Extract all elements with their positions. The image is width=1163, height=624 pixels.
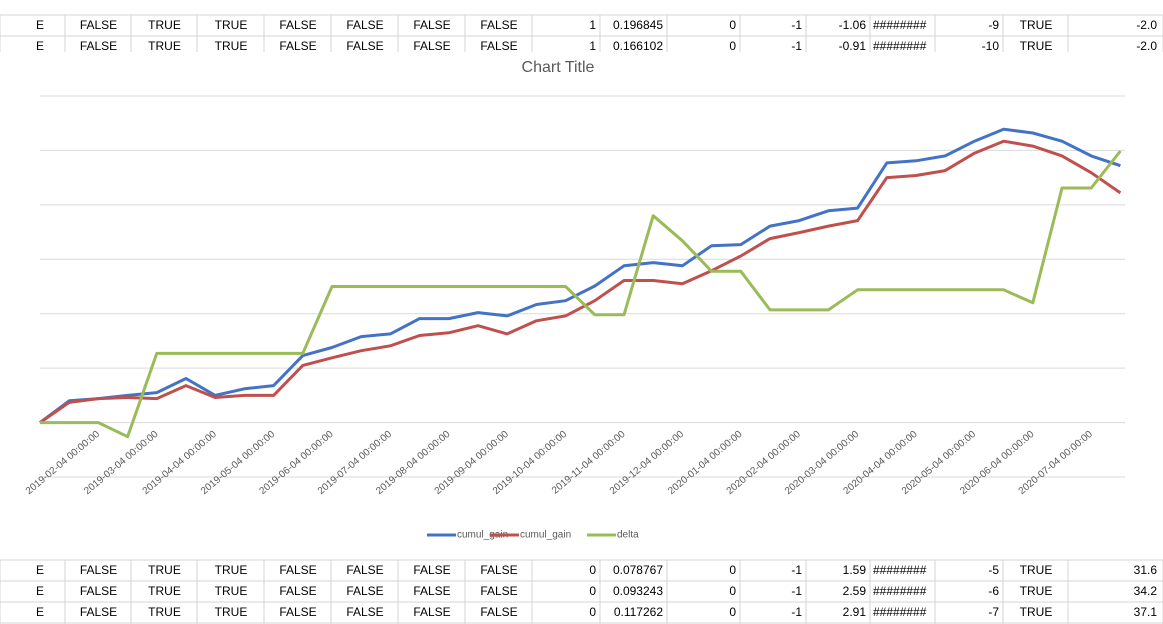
cell: FALSE (279, 18, 316, 32)
cell: -1 (791, 563, 802, 577)
cell: TRUE (215, 563, 248, 577)
cell: FALSE (413, 18, 450, 32)
cell: ######## (873, 18, 927, 32)
cell: -2.0 (1136, 18, 1157, 32)
cell: E (36, 39, 44, 53)
legend-label: delta (617, 530, 639, 541)
cell: FALSE (346, 39, 383, 53)
cell: TRUE (215, 18, 248, 32)
cell: FALSE (279, 584, 316, 598)
cell: FALSE (413, 605, 450, 619)
cell: -1 (791, 605, 802, 619)
cell: -1 (791, 18, 802, 32)
chart-title: Chart Title (522, 59, 595, 76)
cell: 37.1 (1134, 605, 1158, 619)
cell: 0 (589, 584, 596, 598)
cell: TRUE (148, 18, 181, 32)
cell: 1 (589, 39, 596, 53)
cell: -6 (988, 584, 999, 598)
cell: E (36, 584, 44, 598)
cell: TRUE (1020, 584, 1053, 598)
cell: TRUE (215, 605, 248, 619)
cell: ######## (873, 563, 927, 577)
cell: FALSE (80, 39, 117, 53)
cell: -1 (791, 584, 802, 598)
cell: TRUE (148, 39, 181, 53)
cell: FALSE (346, 563, 383, 577)
legend-entry: delta (587, 530, 639, 541)
cell: ######## (873, 39, 927, 53)
cell: 0 (589, 605, 596, 619)
cell: FALSE (80, 563, 117, 577)
cell: -5 (988, 563, 999, 577)
legend-label: cumul_gain (520, 530, 571, 541)
cell: -0.91 (839, 39, 867, 53)
cell: TRUE (148, 563, 181, 577)
cell: TRUE (1020, 605, 1053, 619)
cell: ######## (873, 605, 927, 619)
cell: FALSE (413, 584, 450, 598)
cell: 0.196845 (613, 18, 663, 32)
cell: 0 (729, 605, 736, 619)
cell: FALSE (80, 584, 117, 598)
cell: -10 (982, 39, 1000, 53)
cell: ######## (873, 584, 927, 598)
cell: FALSE (480, 563, 517, 577)
cell: 0 (729, 18, 736, 32)
cell: 0 (729, 563, 736, 577)
cell: 0 (729, 39, 736, 53)
cell: FALSE (80, 18, 117, 32)
cell: E (36, 18, 44, 32)
cell: 0.166102 (613, 39, 663, 53)
series-line (39, 139, 1122, 424)
cell: 0 (729, 584, 736, 598)
cell: 2.59 (843, 584, 867, 598)
cell: TRUE (215, 584, 248, 598)
cell: TRUE (148, 605, 181, 619)
cell: 0.078767 (613, 563, 663, 577)
series-line (40, 150, 1122, 439)
cell: E (36, 563, 44, 577)
cell: TRUE (1020, 18, 1053, 32)
cell: -2.0 (1136, 39, 1157, 53)
cell: 0.093243 (613, 584, 663, 598)
cell: FALSE (480, 39, 517, 53)
cell: -7 (988, 605, 999, 619)
legend-entry: cumul_gain (427, 530, 508, 541)
cell: FALSE (279, 39, 316, 53)
cell: 1 (589, 18, 596, 32)
cell: TRUE (1020, 39, 1053, 53)
cell: -1.06 (839, 18, 867, 32)
legend-entry: cumul_gain (490, 530, 571, 541)
cell: 0 (589, 563, 596, 577)
cell: FALSE (413, 39, 450, 53)
cell: TRUE (215, 39, 248, 53)
series-line (39, 127, 1121, 424)
cell: 1.59 (843, 563, 867, 577)
legend-label: cumul_gain (457, 530, 508, 541)
cell: FALSE (480, 605, 517, 619)
cell: -9 (988, 18, 999, 32)
cell: 31.6 (1134, 563, 1158, 577)
cell: FALSE (279, 605, 316, 619)
cell: FALSE (279, 563, 316, 577)
cell: E (36, 605, 44, 619)
cell: FALSE (413, 563, 450, 577)
cell: TRUE (1020, 563, 1053, 577)
cell: 0.117262 (614, 605, 663, 619)
cell: FALSE (346, 18, 383, 32)
cell: FALSE (480, 18, 517, 32)
cell: TRUE (148, 584, 181, 598)
cell: FALSE (80, 605, 117, 619)
cell: 34.2 (1134, 584, 1158, 598)
cell: FALSE (346, 605, 383, 619)
cell: FALSE (480, 584, 517, 598)
cell: FALSE (346, 584, 383, 598)
cell: -1 (791, 39, 802, 53)
cell: 2.91 (843, 605, 867, 619)
